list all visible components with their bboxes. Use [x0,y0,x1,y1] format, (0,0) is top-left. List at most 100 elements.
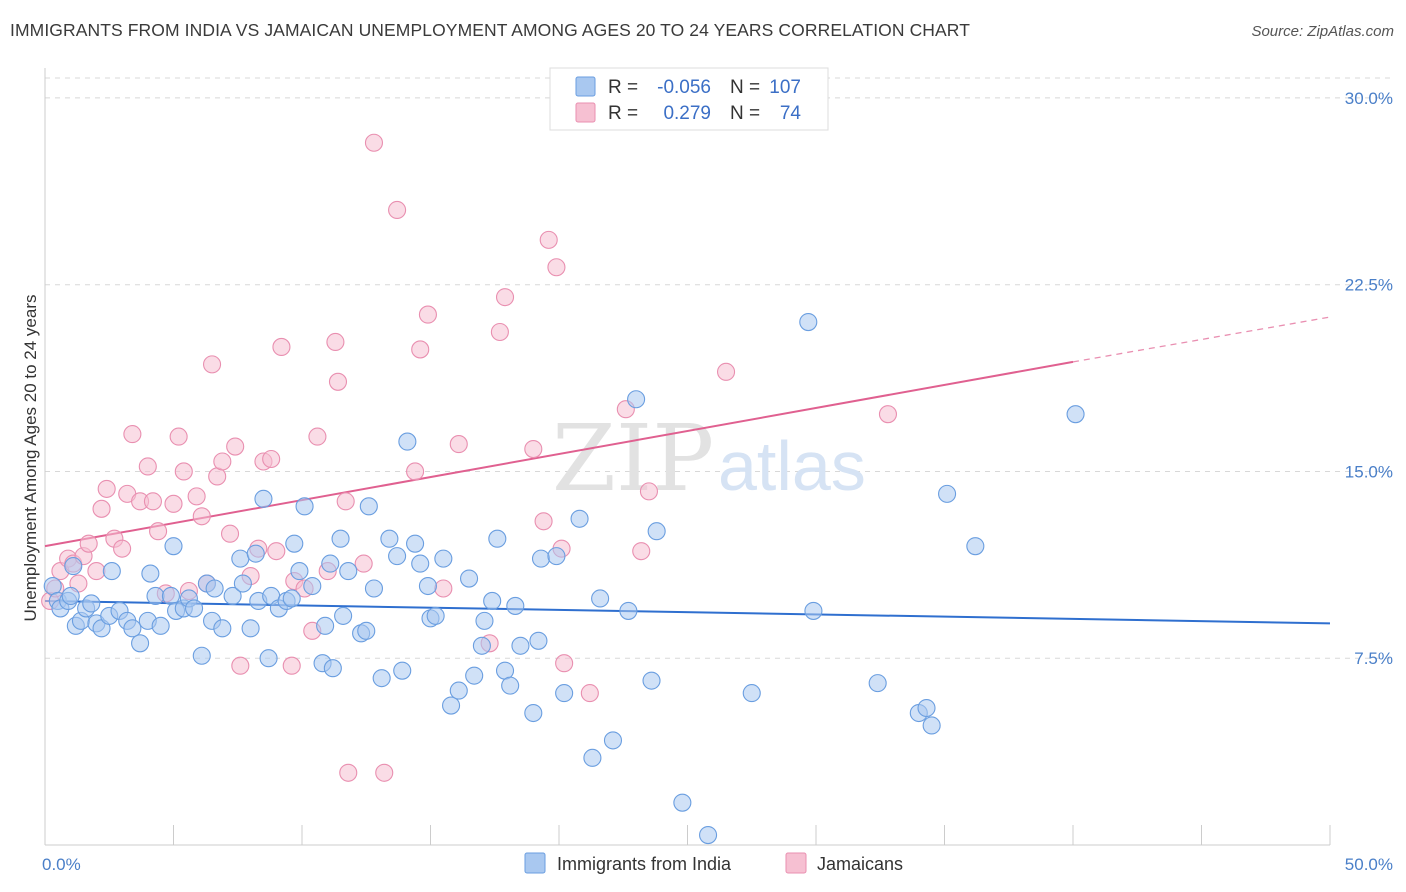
jamaicans-point [97,479,116,498]
india-point [699,825,718,845]
jamaicans-trend-extension [1072,316,1331,363]
india-point [213,619,232,638]
jamaicans-points [41,133,898,782]
india-point [388,547,407,566]
jamaicans-point [534,512,553,531]
india-point [241,619,260,638]
jamaicans-point [364,133,384,152]
india-point [449,681,468,700]
jamaicans-point [187,487,206,506]
watermark-zip: ZIP [552,405,714,512]
source-credit: Source: ZipAtlas.com [1251,23,1394,40]
india-point [123,619,142,638]
jamaicans-point [547,258,566,277]
bottom-legend-label-india: Immigrants from India [557,854,732,874]
india-point [164,537,183,556]
india-point [642,671,661,690]
india-point [583,748,602,767]
y-axis-label: Unemployment Among Ages 20 to 24 years [21,295,40,622]
watermark-atlas: atlas [718,427,866,505]
legend-r-label: R = [608,77,638,98]
jamaicans-point [282,656,301,675]
jamaicans-point [639,482,659,501]
india-point [483,591,502,611]
india-point [364,579,384,598]
india-point [406,534,425,553]
india-point [357,621,376,640]
india-point [295,497,314,516]
legend: R = -0.056 N = 107 R = 0.279 N = 74 [549,67,829,131]
india-point [619,601,638,620]
jamaicans-point [87,562,106,581]
jamaicans-point [878,405,898,424]
jamaicans-point [213,452,232,471]
india-point [938,484,957,503]
india-point [393,661,412,680]
jamaicans-point [434,579,453,598]
india-point [398,432,417,451]
india-point [547,547,566,566]
india-points [43,312,1085,845]
jamaicans-point [262,449,281,469]
jamaicans-point [716,362,736,381]
india-point [524,703,543,723]
jamaicans-point [79,534,98,553]
india-point [185,599,204,618]
x-tick-label-min: 0.0% [42,855,81,874]
legend-r-value-jamaicans: 0.279 [663,103,711,124]
india-point [372,669,391,688]
jamaicans-point [449,435,468,454]
india-point [192,646,211,665]
jamaicans-point [272,337,291,356]
legend-swatch-jamaicans [575,102,596,123]
india-point [922,716,941,735]
jamaicans-point [220,524,240,543]
india-point [246,544,265,563]
india-point [303,576,322,596]
india-point [917,698,936,718]
india-point [1066,405,1085,424]
india-point [254,489,273,508]
chart-title: IMMIGRANTS FROM INDIA VS JAMAICAN UNEMPL… [10,20,971,40]
legend-n-label: N = [730,77,760,98]
india-point [529,631,548,650]
india-point [742,684,761,703]
india-point [146,586,165,606]
india-point [531,549,551,568]
india-point [418,576,437,596]
jamaicans-point [174,462,193,481]
jamaicans-point [113,539,132,558]
bottom-legend: Immigrants from India Jamaicans [524,852,903,874]
jamaicans-point [169,427,188,446]
jamaicans-point [524,439,543,459]
india-point [102,562,121,581]
jamaicans-point [226,437,245,456]
jamaicans-point [354,554,373,573]
jamaicans-point [580,684,599,703]
india-point [290,562,309,581]
jamaicans-point [490,322,509,342]
india-point [205,579,224,598]
jamaicans-point [92,499,111,518]
jamaicans-point [164,494,183,513]
x-tick-label-max: 50.0% [1345,855,1393,874]
india-point [434,549,453,568]
jamaicans-point [555,654,574,673]
jamaicans-point [411,340,430,359]
bottom-legend-label-jamaicans: Jamaicans [817,854,903,874]
india-point [465,666,484,685]
jamaicans-point [138,457,157,476]
india-point [151,616,170,635]
jamaicans-point [326,332,345,352]
india-point [627,390,646,409]
legend-r-value-india: -0.056 [657,77,711,98]
india-point [233,574,252,593]
jamaicans-point [539,230,558,249]
jamaicans-point [336,492,355,511]
jamaicans-trend-line [44,360,1074,548]
india-point [321,554,340,573]
y-tick-label: 22.5% [1345,276,1393,295]
india-point [259,649,278,668]
india-point [799,312,818,332]
jamaicans-point [418,305,437,324]
